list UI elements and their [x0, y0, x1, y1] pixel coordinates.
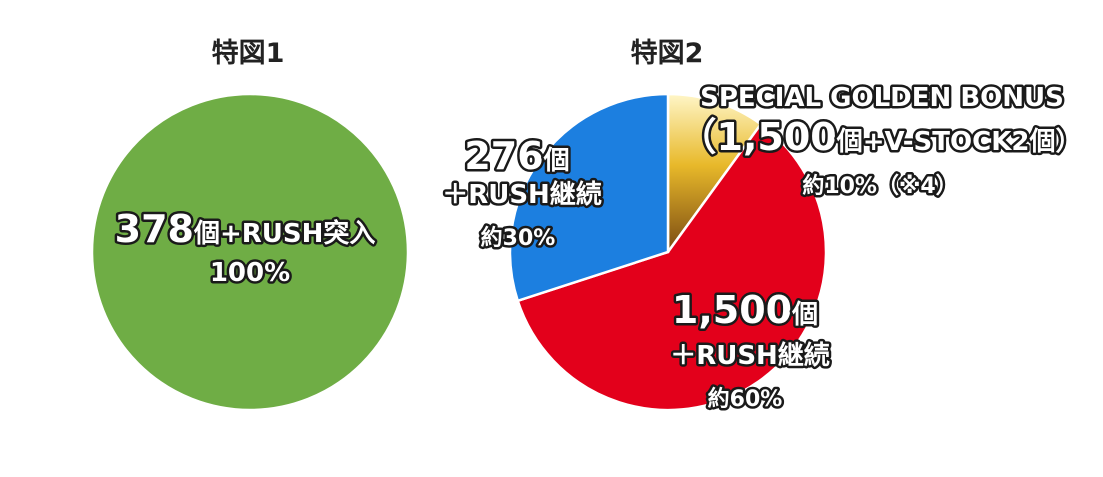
- chart2-slice2-suffix: 個: [791, 300, 818, 330]
- chart1-title: 特図1: [212, 38, 285, 69]
- chart1-slice1-main: 378: [115, 207, 194, 251]
- chart2-slice3-amount: 276個: [464, 134, 569, 178]
- chart1-slice1-amount: 378個+RUSH突入: [115, 207, 376, 251]
- chart2-slice-1: [666, 92, 763, 256]
- chart2-slice2-amount: 1,500個: [672, 288, 818, 332]
- pie-2: [508, 92, 828, 412]
- chart2-slice3-main: 276: [464, 134, 543, 178]
- chart2-slice2-label: 1,500個 ＋RUSH継続 約60%: [668, 286, 833, 415]
- chart2-slice1-top: SPECIAL GOLDEN BONUS: [700, 83, 1064, 113]
- chart2-slice1-label: SPECIAL GOLDEN BONUS （1,500個+V-STOCK2個） …: [676, 81, 1084, 202]
- chart2-slice1-main: （1,500: [679, 115, 837, 159]
- chart1-slice-1: [90, 92, 410, 412]
- chart1-slice1-suffix: 個+RUSH突入: [193, 218, 375, 249]
- chart2-slice1-percent: 約10%（※4）: [802, 173, 957, 199]
- chart1-slice1-label: 378個+RUSH突入 100%: [112, 205, 378, 291]
- chart2-slice1-amount: （1,500個+V-STOCK2個）: [679, 115, 1082, 159]
- chart2-title: 特図2: [631, 38, 704, 69]
- chart2-slice2-percent: 約60%: [708, 386, 783, 412]
- chart2-slice3-line1: ＋RUSH継続: [442, 179, 602, 210]
- chart2-slice3-percent: 約30%: [481, 225, 556, 251]
- chart2-slice3-suffix: 個: [543, 146, 570, 176]
- chart1-slice1-percent: 100%: [210, 258, 290, 288]
- chart2-slice3-label: 276個 ＋RUSH継続 約30%: [440, 132, 605, 254]
- chart2-slice1-suffix: 個+V-STOCK2個）: [836, 127, 1082, 157]
- chart2-slice-2: [516, 122, 828, 412]
- chart2-slice2-line1: ＋RUSH継続: [670, 340, 830, 371]
- pie-1: [90, 92, 410, 412]
- chart2-slice-3: [508, 92, 670, 303]
- chart2-slice2-main: 1,500: [672, 288, 792, 332]
